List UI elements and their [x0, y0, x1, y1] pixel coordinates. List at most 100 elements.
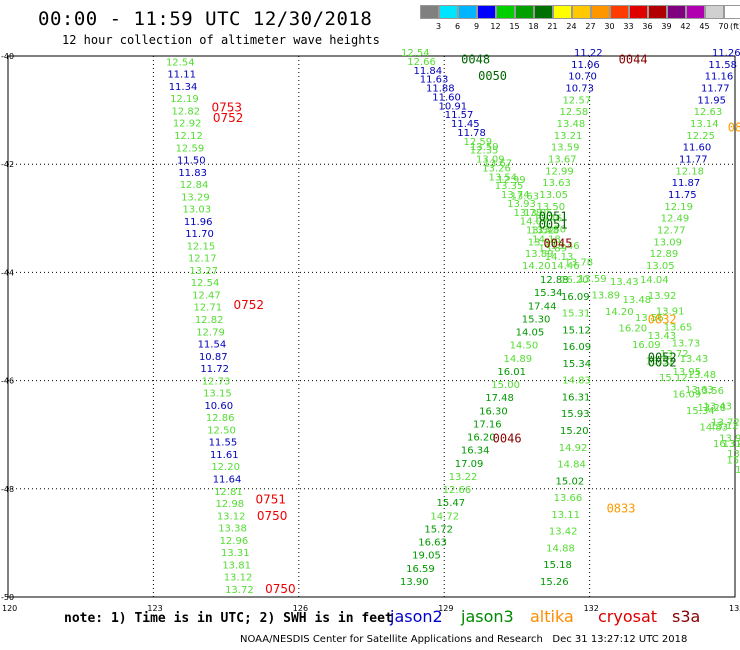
- data-label-track-c: 13.50: [536, 202, 565, 213]
- time-label: 0834: [728, 120, 740, 134]
- scale-swatch: [667, 5, 686, 19]
- data-label-track-d: 11.87: [672, 178, 701, 189]
- data-label-track-c: 16.31: [562, 392, 591, 403]
- data-label-track-c: 16.09: [562, 342, 591, 353]
- data-label-track-d: 14.04: [640, 275, 669, 286]
- y-tick-label: -44: [1, 268, 14, 277]
- scale-swatch: [648, 5, 667, 19]
- scale-label: 18: [528, 22, 539, 31]
- data-label-track-b: 15.30: [522, 314, 551, 325]
- data-label-track-c: 15.93: [561, 409, 590, 420]
- data-label-track-d: 13.28: [735, 465, 740, 476]
- x-tick-label: 132: [584, 604, 599, 613]
- data-label-track-a: 11.96: [184, 217, 213, 228]
- data-label-track-b: 13.89: [539, 243, 568, 254]
- data-label-track-b: 12.66: [407, 57, 436, 68]
- data-label-track-c: 15.26: [540, 577, 569, 588]
- data-label-track-c: 12.57: [562, 95, 591, 106]
- x-tick-label: 126: [293, 604, 308, 613]
- footer-credit: NOAA/NESDIS Center for Satellite Applica…: [240, 634, 688, 645]
- scale-swatch: [534, 5, 553, 19]
- time-label: 0752: [213, 111, 244, 125]
- data-label-track-b: 12.54: [401, 48, 430, 59]
- legend-s3a: s3a: [672, 607, 701, 626]
- data-label-track-b: 11.84: [414, 66, 443, 77]
- data-label-track-c: 14.83: [562, 376, 591, 387]
- data-label-track-d: 13.73: [672, 338, 701, 349]
- data-label-track-a: 13.03: [182, 205, 211, 216]
- data-label-track-a: 13.29: [181, 192, 210, 203]
- data-label-diagonal: 13.59: [470, 142, 499, 153]
- data-label-track-d: 11.60: [683, 143, 712, 154]
- data-label-track-c: 13.11: [551, 510, 580, 521]
- x-tick-label: 123: [147, 604, 162, 613]
- y-tick-label: -46: [1, 377, 14, 386]
- data-label-track-c: 15.31: [562, 309, 591, 320]
- data-label-track-a: 12.82: [195, 315, 224, 326]
- data-label-track-a: 12.59: [176, 143, 205, 154]
- data-label-track-c: 13.48: [557, 119, 586, 130]
- legend-altika: altika: [530, 607, 574, 626]
- data-label-track-c: 15.12: [562, 325, 591, 336]
- data-label-track-c: 13.89: [525, 249, 554, 260]
- data-label-track-a: 12.54: [166, 57, 195, 68]
- data-label-diagonal: 13.28: [698, 403, 727, 414]
- data-label-track-c: 12.58: [560, 107, 589, 118]
- time-label: 0752: [233, 298, 264, 312]
- y-tick-label: -42: [1, 160, 14, 169]
- data-label-track-c: 10.70: [568, 72, 597, 83]
- data-label-track-b: 13.26: [482, 163, 511, 174]
- data-label-track-a: 13.81: [222, 560, 251, 571]
- plot-frame: [7, 55, 736, 598]
- data-label-diagonal: 16.09: [673, 390, 702, 401]
- data-label-diagonal: 16.09: [632, 340, 661, 351]
- data-label-track-c: 13.59: [528, 237, 557, 248]
- data-label-track-b: 13.54: [489, 172, 518, 183]
- data-label-diagonal: 13.56: [635, 313, 664, 324]
- data-label-diagonal: 13.50: [538, 225, 567, 236]
- data-label-track-b: 14.46: [551, 261, 580, 272]
- data-label-track-b: 16.63: [418, 538, 447, 549]
- data-label-track-d: 13.72: [711, 418, 740, 429]
- scale-label: 42: [680, 22, 691, 31]
- scale-label: 36: [642, 22, 653, 31]
- scale-label: 9: [473, 22, 480, 31]
- scale-swatch: [439, 5, 458, 19]
- scale-swatch: [496, 5, 515, 19]
- data-label-track-a: 11.11: [167, 70, 196, 81]
- data-label-track-b: 13.74: [501, 190, 530, 201]
- scale-label: 15: [509, 22, 520, 31]
- data-label-track-c: 13.21: [554, 131, 583, 142]
- data-label-track-b: 14.05: [516, 328, 545, 339]
- data-label-track-a: 12.15: [187, 241, 216, 252]
- data-label-track-d: 12.49: [661, 214, 690, 225]
- data-label-track-a: 12.50: [207, 425, 236, 436]
- data-label-track-a: 12.96: [220, 536, 249, 547]
- data-label-track-b: 11.57: [445, 110, 474, 121]
- chart-subtitle: 12 hour collection of altimeter wave hei…: [62, 33, 380, 47]
- data-label-track-d: 11.58: [708, 60, 737, 71]
- data-label-track-b: 15.34: [534, 288, 563, 299]
- scale-label: 30: [604, 22, 615, 31]
- data-label-track-b: 12.35: [470, 146, 499, 157]
- data-label-track-d: 13.48: [688, 370, 717, 381]
- scale-swatch: [591, 5, 610, 19]
- data-label-track-b: 13.78: [514, 208, 543, 219]
- data-label-track-c: 14.20: [522, 261, 551, 272]
- data-label-track-b: 15.00: [491, 380, 520, 391]
- time-label: 0046: [493, 431, 522, 445]
- scale-label: 70: [718, 22, 729, 31]
- time-label: 0045: [544, 237, 573, 251]
- data-label-diagonal: 15.93: [727, 456, 740, 467]
- data-label-diagonal: 13.43: [648, 331, 677, 342]
- time-label: 0052: [648, 350, 677, 364]
- time-label: 0050: [478, 69, 507, 83]
- scale-label: 39: [661, 22, 672, 31]
- data-label-track-a: 11.34: [169, 82, 198, 93]
- time-label: 0048: [461, 53, 490, 67]
- data-label-track-a: 12.12: [174, 131, 203, 142]
- y-tick-label: -50: [1, 593, 14, 602]
- data-label-diagonal: 13.63: [511, 192, 540, 203]
- scale-label: 12: [490, 22, 501, 31]
